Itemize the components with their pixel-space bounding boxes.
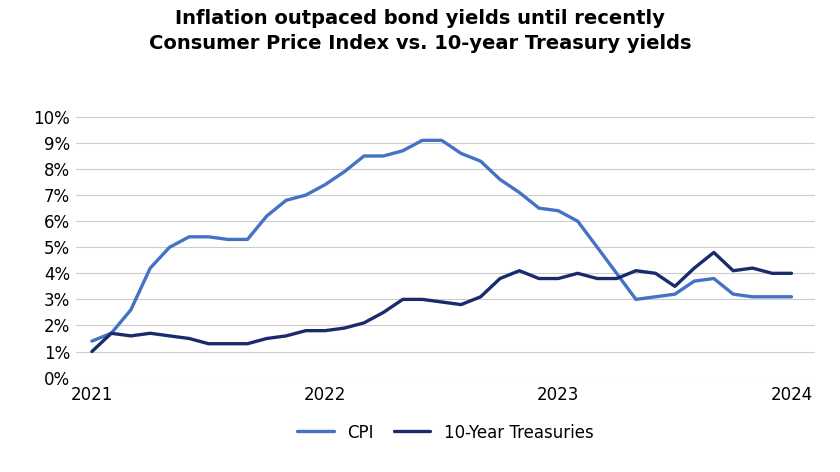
- 10-Year Treasuries: [728, 268, 738, 274]
- 10-Year Treasuries: [243, 341, 253, 346]
- 10-Year Treasuries: [301, 328, 311, 334]
- CPI: [281, 197, 291, 203]
- 10-Year Treasuries: [631, 268, 641, 274]
- 10-Year Treasuries: [709, 250, 719, 255]
- 10-Year Treasuries: [359, 320, 369, 326]
- 10-Year Treasuries: [106, 330, 116, 336]
- CPI: [475, 159, 486, 164]
- CPI: [534, 205, 544, 211]
- 10-Year Treasuries: [145, 330, 155, 336]
- 10-Year Treasuries: [650, 270, 660, 276]
- CPI: [612, 270, 622, 276]
- 10-Year Treasuries: [184, 336, 194, 341]
- CPI: [437, 137, 447, 143]
- 10-Year Treasuries: [339, 325, 349, 331]
- 10-Year Treasuries: [378, 310, 388, 315]
- 10-Year Treasuries: [456, 302, 466, 307]
- 10-Year Treasuries: [417, 296, 428, 302]
- CPI: [417, 137, 428, 143]
- CPI: [709, 276, 719, 281]
- Line: 10-Year Treasuries: 10-Year Treasuries: [92, 253, 791, 352]
- CPI: [748, 294, 758, 300]
- 10-Year Treasuries: [475, 294, 486, 300]
- CPI: [767, 294, 777, 300]
- 10-Year Treasuries: [281, 333, 291, 339]
- 10-Year Treasuries: [669, 284, 680, 289]
- CPI: [145, 265, 155, 271]
- CPI: [203, 234, 213, 240]
- CPI: [554, 208, 564, 213]
- CPI: [397, 148, 407, 153]
- CPI: [573, 219, 583, 224]
- 10-Year Treasuries: [203, 341, 213, 346]
- CPI: [106, 330, 116, 336]
- CPI: [728, 291, 738, 297]
- Legend: CPI, 10-Year Treasuries: CPI, 10-Year Treasuries: [297, 424, 593, 442]
- 10-Year Treasuries: [748, 265, 758, 271]
- 10-Year Treasuries: [262, 336, 272, 341]
- CPI: [669, 291, 680, 297]
- 10-Year Treasuries: [495, 276, 505, 281]
- CPI: [243, 236, 253, 242]
- CPI: [514, 190, 524, 195]
- 10-Year Treasuries: [689, 265, 699, 271]
- CPI: [495, 177, 505, 182]
- CPI: [359, 153, 369, 159]
- 10-Year Treasuries: [514, 268, 524, 274]
- 10-Year Treasuries: [786, 270, 796, 276]
- 10-Year Treasuries: [554, 276, 564, 281]
- CPI: [456, 151, 466, 156]
- 10-Year Treasuries: [437, 299, 447, 305]
- 10-Year Treasuries: [223, 341, 233, 346]
- Text: Inflation outpaced bond yields until recently
Consumer Price Index vs. 10-year T: Inflation outpaced bond yields until rec…: [149, 9, 691, 53]
- 10-Year Treasuries: [612, 276, 622, 281]
- CPI: [320, 182, 330, 187]
- CPI: [378, 153, 388, 159]
- CPI: [631, 296, 641, 302]
- 10-Year Treasuries: [534, 276, 544, 281]
- CPI: [87, 338, 97, 344]
- 10-Year Treasuries: [165, 333, 175, 339]
- CPI: [165, 244, 175, 250]
- 10-Year Treasuries: [573, 270, 583, 276]
- CPI: [689, 278, 699, 284]
- CPI: [339, 169, 349, 175]
- CPI: [223, 236, 233, 242]
- CPI: [126, 307, 136, 312]
- CPI: [786, 294, 796, 300]
- CPI: [650, 294, 660, 300]
- 10-Year Treasuries: [320, 328, 330, 334]
- 10-Year Treasuries: [87, 349, 97, 354]
- CPI: [592, 244, 602, 250]
- 10-Year Treasuries: [126, 333, 136, 339]
- 10-Year Treasuries: [592, 276, 602, 281]
- CPI: [184, 234, 194, 240]
- 10-Year Treasuries: [767, 270, 777, 276]
- 10-Year Treasuries: [397, 296, 407, 302]
- CPI: [301, 192, 311, 198]
- CPI: [262, 213, 272, 219]
- Line: CPI: CPI: [92, 140, 791, 341]
